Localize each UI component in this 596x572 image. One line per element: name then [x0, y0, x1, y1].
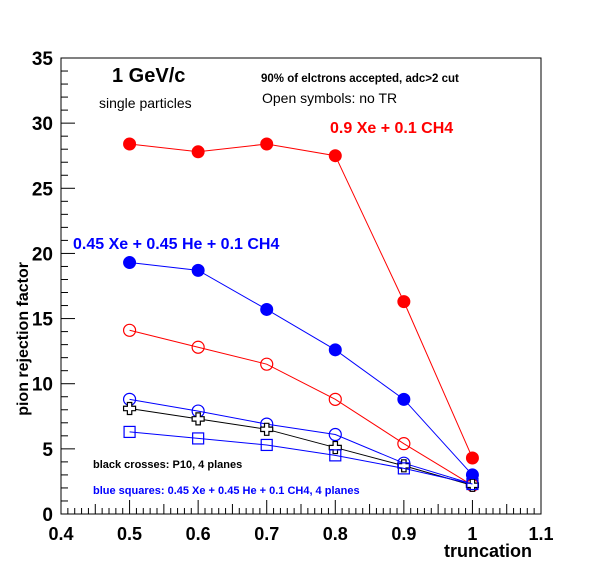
y-tick-label: 10 [32, 375, 53, 396]
data-point [397, 392, 411, 406]
series-xe-he-ch4-notr [122, 392, 480, 491]
y-tick-label: 0 [42, 505, 53, 526]
x-axis-label: truncation [444, 541, 532, 561]
data-point [397, 295, 411, 309]
data-point [123, 425, 136, 439]
annotation-layer: 1 GeV/c single particles 90% of elctrons… [73, 65, 459, 497]
series-line [129, 398, 473, 485]
x-tick-label: 0.4 [48, 524, 73, 544]
y-tick-label: 35 [32, 49, 54, 70]
data-point [191, 412, 205, 426]
annotation-xe-ch4: 0.9 Xe + 0.1 CH4 [330, 120, 453, 137]
data-point [260, 422, 274, 436]
x-tick-label: 1.1 [528, 524, 553, 544]
plot-frame [60, 57, 542, 515]
series-p10-4planes [122, 401, 480, 492]
data-point [191, 263, 205, 277]
data-point [328, 343, 342, 357]
data-point [260, 438, 273, 452]
annotation-open-symbols: Open symbols: no TR [262, 90, 397, 106]
data-point [260, 357, 274, 371]
data-point [328, 427, 342, 442]
data-point [191, 340, 205, 354]
x-tick-label: 0.6 [186, 524, 211, 544]
data-point [397, 462, 410, 475]
annotation-crosses: black crosses: P10, 4 planes [93, 459, 242, 471]
data-point [328, 440, 342, 455]
x-tick-label: 0.5 [117, 524, 142, 544]
series-line [129, 431, 473, 485]
y-tick-label: 25 [32, 179, 54, 200]
series-xe-ch4-tr [123, 137, 479, 465]
series-line [129, 329, 473, 486]
data-point [328, 149, 342, 163]
series-line [129, 143, 473, 459]
annotation-squares: blue squares: 0.45 Xe + 0.45 He + 0.1 CH… [93, 485, 360, 497]
x-tick-label: 0.7 [254, 524, 279, 544]
data-point [191, 145, 205, 159]
x-tick-label: 1 [467, 524, 477, 544]
y-tick-label: 20 [32, 244, 53, 265]
data-point [328, 392, 342, 406]
annotation-particles: single particles [99, 95, 192, 111]
data-point [465, 451, 479, 465]
series-line [129, 262, 473, 476]
data-point [397, 437, 411, 451]
annotation-xe-he-ch4: 0.45 Xe + 0.45 He + 0.1 CH4 [73, 236, 279, 253]
data-point [123, 137, 137, 151]
data-point [122, 323, 137, 337]
y-tick-label: 5 [42, 440, 53, 461]
axes: 0.4 0.5 0.6 0.7 0.8 0.9 1 1.1 0 5 10 15 20 25 30 35 [32, 49, 554, 544]
x-tick-label: 0.9 [391, 524, 416, 544]
y-tick-label: 15 [32, 310, 54, 331]
annotation-momentum: 1 GeV/c [112, 65, 185, 87]
data-point [260, 302, 274, 316]
data-point [260, 137, 274, 151]
series-line [129, 407, 473, 486]
data-point [123, 256, 137, 270]
data-point [329, 449, 342, 462]
y-tick-label: 30 [32, 114, 53, 135]
series-xe-he-ch4-tr [123, 256, 479, 482]
y-axis-label: pion rejection factor [15, 262, 32, 416]
x-tick-label: 0.8 [323, 524, 348, 544]
series-xe-he-ch4-4planes [123, 425, 479, 491]
data-point [192, 432, 205, 445]
data-point [466, 477, 479, 491]
data-point [122, 401, 137, 416]
series-layer [122, 137, 480, 492]
annotation-acceptance: 90% of elctrons accepted, adc>2 cut [261, 73, 459, 85]
